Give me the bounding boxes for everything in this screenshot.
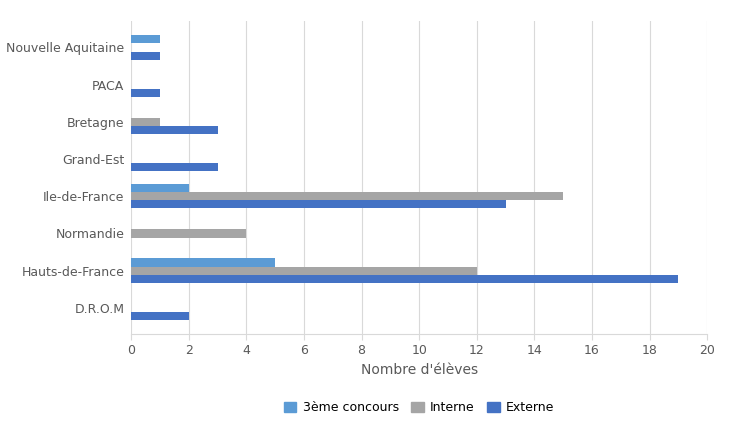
Bar (131, 312, 189, 320)
Bar (131, 184, 189, 192)
Bar (131, 118, 160, 126)
Bar (131, 259, 275, 267)
Bar (131, 163, 217, 171)
Bar (131, 275, 678, 283)
Bar (131, 51, 160, 60)
Legend: 3ème concours, Interne, Externe: 3ème concours, Interne, Externe (279, 396, 559, 419)
Bar (131, 192, 563, 200)
Bar (131, 229, 246, 238)
Bar (131, 35, 160, 43)
Bar (131, 126, 217, 134)
Bar (131, 200, 506, 208)
Bar (131, 267, 477, 275)
X-axis label: Nombre d'élèves: Nombre d'élèves (361, 363, 477, 377)
Bar (131, 89, 160, 97)
